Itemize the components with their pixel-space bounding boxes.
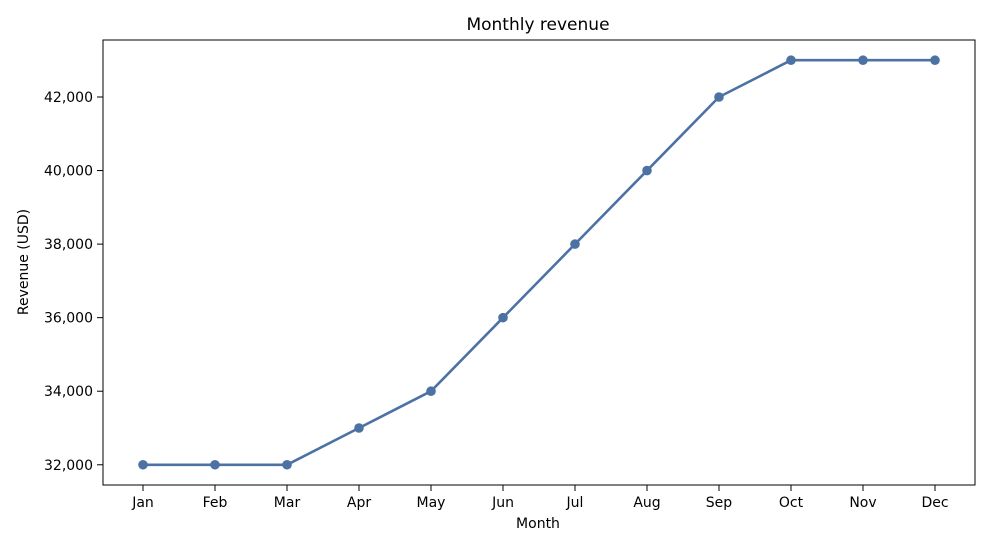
y-tick-label: 42,000	[44, 90, 93, 106]
data-point-sep	[714, 92, 724, 102]
x-axis-label: Month	[516, 516, 560, 532]
y-tick-label: 36,000	[44, 311, 93, 327]
data-point-apr	[354, 423, 364, 433]
data-point-dec	[930, 55, 940, 66]
x-tick-label: Jul	[566, 495, 584, 511]
x-tick-label: Dec	[921, 495, 948, 511]
chart-title: Monthly revenue	[466, 15, 609, 35]
x-tick-label: Oct	[779, 495, 804, 511]
y-tick-label: 40,000	[44, 164, 93, 180]
x-tick-label: May	[417, 495, 446, 511]
data-point-feb	[210, 459, 220, 470]
plot-area-frame	[102, 39, 976, 486]
data-point-jun	[498, 312, 508, 323]
y-tick-label: 38,000	[44, 237, 93, 253]
x-tick-label: Jan	[131, 495, 154, 511]
data-point-jul	[570, 239, 580, 249]
data-point-aug	[642, 165, 652, 176]
x-axis: Jan Feb Mar Apr May Jun Jul Aug Sep Oct Nov Dec	[131, 485, 949, 511]
x-tick-label: Apr	[347, 495, 371, 511]
data-point-jan	[138, 459, 148, 470]
data-point-oct	[786, 55, 796, 66]
y-tick-label: 34,000	[44, 384, 93, 400]
series-line	[143, 58, 935, 467]
x-tick-label: Nov	[849, 495, 876, 511]
x-tick-label: Feb	[203, 495, 228, 511]
y-tick-label: 32,000	[44, 458, 93, 474]
data-point-may	[426, 386, 436, 397]
x-tick-label: Jun	[491, 495, 514, 511]
y-axis-label: Revenue (USD)	[16, 209, 32, 315]
x-tick-label: Aug	[633, 495, 660, 511]
data-points	[138, 55, 940, 470]
data-point-nov	[858, 55, 868, 66]
y-axis: 32,000 34,000 36,000 38,000 40,000 42,000	[44, 90, 103, 474]
x-tick-label: Mar	[274, 495, 301, 511]
data-point-mar	[282, 459, 292, 470]
x-tick-label: Sep	[706, 495, 733, 511]
